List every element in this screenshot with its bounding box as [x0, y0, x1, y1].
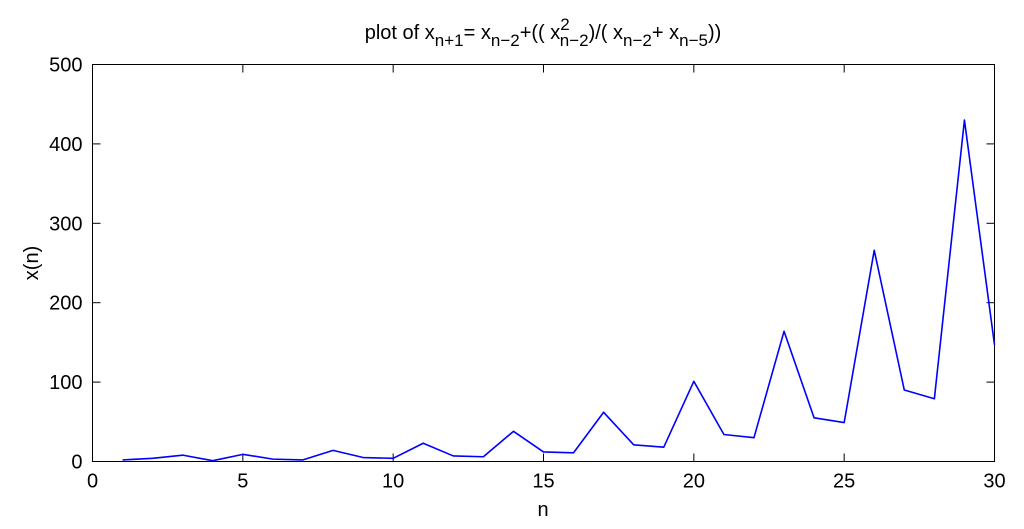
title-segment: n−2 — [623, 31, 652, 50]
plot-area-frame — [92, 64, 995, 462]
chart-title: plot of xn+1= xn−2+(( x2 n−2)/( xn−2+ xn−… — [365, 15, 722, 50]
y-tick-label: 0 — [71, 452, 82, 474]
title-segment: plot of x — [365, 22, 435, 44]
series-group — [122, 119, 996, 462]
title-segment: n+1 — [435, 31, 464, 50]
title-segment: n−5 — [679, 31, 708, 50]
title-segment: +(( x — [520, 22, 561, 44]
y-tick-label: 400 — [49, 134, 82, 156]
title-segment: )) — [708, 22, 721, 44]
title-segment: )/( x — [589, 22, 623, 44]
x-tick-label: 30 — [983, 471, 1005, 493]
x-tick-label: 0 — [87, 471, 98, 493]
title-segment: 2 — [560, 15, 569, 34]
title-segment: n−2 — [491, 31, 520, 50]
y-tick-label: 500 — [49, 55, 82, 77]
y-tick-label: 200 — [49, 293, 82, 315]
y-tick-label: 300 — [49, 213, 82, 235]
x-tick-label: 20 — [683, 471, 705, 493]
y-axis-title: x(n) — [21, 246, 43, 280]
series-line — [122, 119, 996, 462]
x-tick-label: 5 — [237, 471, 248, 493]
title-segment: + x — [652, 22, 679, 44]
x-tick-label: 10 — [382, 471, 404, 493]
x-tick-label: 15 — [532, 471, 554, 493]
x-axis: 0 5 10 15 20 25 30 — [87, 64, 1006, 493]
x-axis-title: n — [537, 499, 548, 521]
y-axis: 0 100 200 300 400 500 — [49, 55, 995, 474]
y-tick-label: 100 — [49, 372, 82, 394]
title-segment: = x — [464, 22, 491, 44]
x-tick-label: 25 — [833, 471, 855, 493]
title-segment: n−2 — [560, 31, 589, 50]
